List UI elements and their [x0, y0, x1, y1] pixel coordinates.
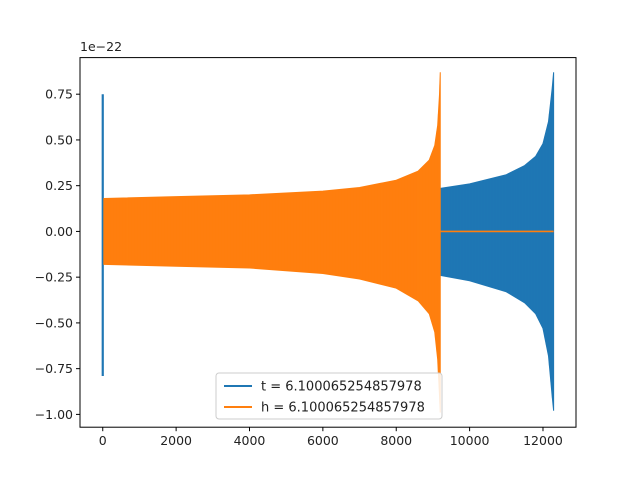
y-tick-label: 0.25 [45, 178, 73, 193]
y-tick-label: 0.50 [45, 132, 73, 147]
x-tick-label: 10000 [450, 433, 490, 448]
y-tick-label: 0.75 [45, 87, 73, 102]
legend-label: h = 6.100065254857978 [261, 401, 425, 416]
y-tick-label: 0.00 [45, 224, 73, 239]
y-tick-label: −0.25 [35, 270, 73, 285]
series-layer [101, 72, 555, 413]
y-tick-label: −0.50 [35, 315, 73, 330]
x-tick-label: 4000 [234, 433, 266, 448]
y-tick-label: −1.00 [35, 407, 73, 422]
series-1-oscillation [103, 84, 441, 404]
axes-frame [79, 57, 577, 428]
y-tick-label: −0.75 [35, 361, 73, 376]
x-tick-label: 8000 [380, 433, 412, 448]
y-offset-label: 1e−22 [80, 39, 122, 54]
legend: t = 6.100065254857978 h = 6.1000652548579… [215, 372, 443, 420]
legend-box [215, 372, 443, 420]
x-tick-label: 0 [99, 433, 107, 448]
plot-area [79, 57, 577, 428]
x-tick-label: 2000 [160, 433, 192, 448]
x-tick-label: 12000 [523, 433, 563, 448]
y-axis: −1.00 −0.75 −0.50 −0.25 0.00 0.25 0.50 0.75 [35, 87, 80, 422]
x-axis: 0 2000 4000 6000 8000 10000 12000 [99, 427, 563, 448]
legend-label: t = 6.100065254857978 [261, 380, 422, 395]
x-tick-label: 6000 [307, 433, 339, 448]
